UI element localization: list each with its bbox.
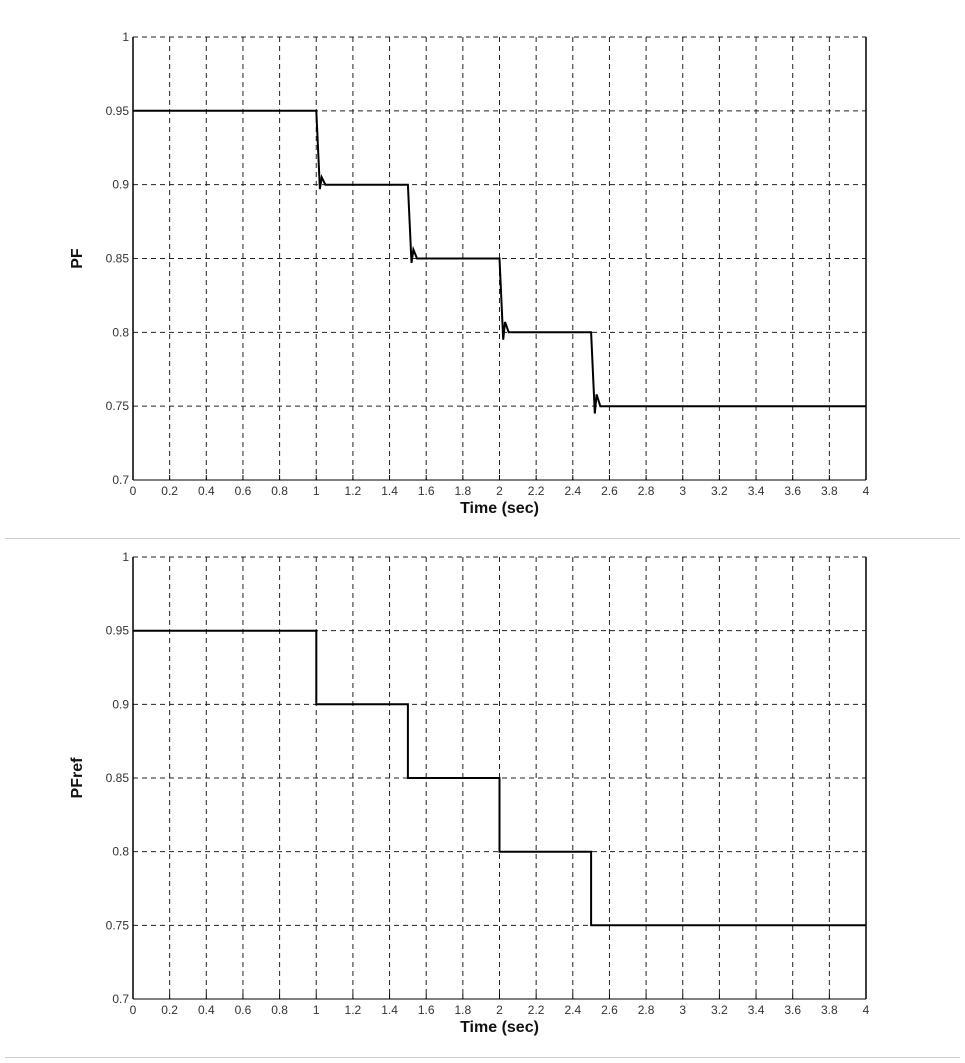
x-axis-label: Time (sec) bbox=[460, 500, 539, 517]
x-tick-label: 0.2 bbox=[161, 484, 178, 498]
y-tick-label: 0.9 bbox=[112, 178, 129, 192]
y-tick-label: 1 bbox=[122, 30, 129, 44]
x-tick-label: 2.6 bbox=[601, 1003, 618, 1017]
x-tick-label: 3.2 bbox=[711, 1003, 728, 1017]
x-tick-label: 3.2 bbox=[711, 484, 728, 498]
pfref-plot: 0 0.2 0.4 0.6 0.8 1 1.2 1.4 1.6 1.8 2 2.2 2.4 2.6 2.8 3… bbox=[69, 550, 870, 1036]
y-axis-label: PF bbox=[69, 248, 86, 269]
series-line bbox=[133, 109, 866, 414]
y-tick-label: 0.95 bbox=[106, 104, 130, 118]
y-tick-label: 0.7 bbox=[112, 473, 129, 487]
x-tick-label: 0.2 bbox=[161, 1003, 178, 1017]
x-tick-label: 2.8 bbox=[638, 1003, 655, 1017]
y-tick-label: 0.85 bbox=[106, 252, 130, 266]
y-tick-label: 0.75 bbox=[106, 918, 130, 932]
x-tick-label: 2.2 bbox=[528, 1003, 545, 1017]
y-tick-label: 0.85 bbox=[106, 771, 130, 785]
y-axis-label: PFref bbox=[69, 757, 86, 799]
x-tick-label: 0.4 bbox=[198, 484, 215, 498]
x-tick-label: 2.2 bbox=[528, 484, 545, 498]
x-tick-label: 2.4 bbox=[564, 1003, 581, 1017]
x-tick-label: 3.4 bbox=[748, 1003, 765, 1017]
series-line bbox=[133, 629, 866, 927]
x-tick-label: 0.6 bbox=[235, 1003, 252, 1017]
x-tick-label: 3.4 bbox=[748, 484, 765, 498]
x-tick-label: 1.6 bbox=[418, 484, 435, 498]
pf-plot: 0 0.2 0.4 0.6 0.8 1 1.2 1.4 1.6 1.8 2 2.2 2.4 2.6 2.8 3… bbox=[69, 30, 870, 517]
y-tick-label: 0.7 bbox=[112, 992, 129, 1006]
y-tick-label: 0.75 bbox=[106, 399, 130, 413]
x-tick-label: 3 bbox=[679, 1003, 686, 1017]
x-tick-label: 4 bbox=[863, 484, 870, 498]
x-tick-label: 3.8 bbox=[821, 484, 838, 498]
x-tick-label: 2.4 bbox=[564, 484, 581, 498]
y-tick-label: 0.95 bbox=[106, 624, 130, 638]
x-tick-label: 3.6 bbox=[784, 484, 801, 498]
x-tick-label: 1.8 bbox=[455, 484, 472, 498]
x-tick-label: 3.6 bbox=[784, 1003, 801, 1017]
x-tick-label: 0 bbox=[130, 1003, 137, 1017]
x-tick-label: 2 bbox=[496, 484, 503, 498]
y-tick-label: 0.9 bbox=[112, 697, 129, 711]
x-tick-label: 0 bbox=[130, 484, 137, 498]
x-tick-label: 2.6 bbox=[601, 484, 618, 498]
x-tick-label: 1.4 bbox=[381, 1003, 398, 1017]
separator-bottom bbox=[5, 1057, 960, 1058]
y-tick-label: 0.8 bbox=[112, 325, 129, 339]
separator-top bbox=[5, 538, 960, 539]
x-tick-label: 1.8 bbox=[455, 1003, 472, 1017]
x-tick-label: 1.6 bbox=[418, 1003, 435, 1017]
y-tick-label: 1 bbox=[122, 550, 129, 564]
x-tick-label: 3 bbox=[679, 484, 686, 498]
y-tick-label: 0.8 bbox=[112, 845, 129, 859]
x-tick-label: 1.4 bbox=[381, 484, 398, 498]
x-tick-label: 0.6 bbox=[235, 484, 252, 498]
x-axis-label: Time (sec) bbox=[460, 1019, 539, 1036]
x-tick-label: 2.8 bbox=[638, 484, 655, 498]
x-tick-label: 1.2 bbox=[345, 1003, 362, 1017]
x-tick-label: 3.8 bbox=[821, 1003, 838, 1017]
x-tick-label: 2 bbox=[496, 1003, 503, 1017]
x-tick-label: 0.4 bbox=[198, 1003, 215, 1017]
x-tick-label: 1 bbox=[313, 484, 320, 498]
x-tick-label: 1 bbox=[313, 1003, 320, 1017]
x-tick-label: 0.8 bbox=[271, 484, 288, 498]
x-tick-label: 0.8 bbox=[271, 1003, 288, 1017]
x-tick-label: 4 bbox=[863, 1003, 870, 1017]
x-tick-label: 1.2 bbox=[345, 484, 362, 498]
